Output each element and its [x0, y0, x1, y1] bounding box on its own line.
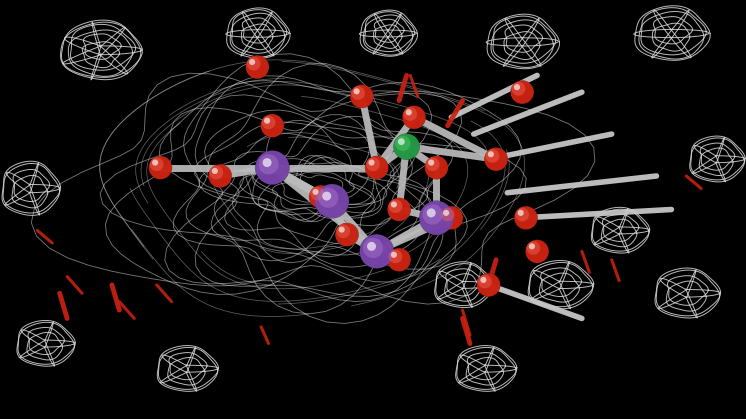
Point — [341, 231, 353, 238]
Point — [371, 164, 383, 171]
Point — [401, 143, 413, 150]
Point — [393, 206, 405, 213]
Point — [214, 173, 226, 179]
Point — [408, 114, 420, 121]
Point — [403, 109, 415, 116]
Point — [430, 164, 442, 171]
Point — [263, 161, 275, 168]
Point — [445, 215, 457, 221]
Point — [393, 256, 405, 263]
Point — [371, 248, 383, 255]
Point — [356, 93, 368, 100]
Point — [526, 243, 538, 250]
Point — [511, 84, 523, 91]
Point — [516, 89, 528, 96]
Point — [248, 60, 260, 67]
Point — [210, 169, 222, 176]
Point — [427, 161, 439, 168]
Point — [483, 282, 495, 288]
Point — [490, 156, 502, 163]
Point — [389, 203, 401, 210]
Point — [366, 243, 377, 250]
Point — [490, 156, 502, 163]
Point — [425, 210, 437, 216]
Point — [393, 206, 405, 213]
Point — [440, 210, 452, 216]
Point — [531, 248, 543, 255]
Point — [513, 85, 524, 92]
Point — [326, 198, 338, 204]
Point — [516, 211, 528, 218]
Point — [389, 253, 401, 260]
Point — [337, 228, 349, 235]
Point — [266, 164, 278, 171]
Point — [371, 164, 383, 171]
Point — [149, 159, 161, 166]
Point — [310, 189, 322, 195]
Point — [263, 119, 275, 126]
Point — [515, 210, 527, 216]
Point — [151, 161, 163, 168]
Point — [485, 151, 497, 158]
Point — [442, 211, 454, 218]
Point — [352, 90, 364, 96]
Point — [315, 194, 327, 200]
Point — [486, 153, 498, 159]
Point — [520, 215, 532, 221]
Point — [367, 161, 379, 168]
Point — [261, 159, 273, 166]
Point — [527, 245, 539, 251]
Point — [404, 111, 416, 117]
Point — [311, 190, 323, 197]
Point — [520, 215, 532, 221]
Point — [326, 198, 338, 204]
Point — [214, 173, 226, 179]
Point — [388, 201, 400, 208]
Point — [251, 64, 263, 70]
Point — [366, 159, 377, 166]
Point — [322, 194, 334, 201]
Point — [483, 282, 495, 288]
Point — [430, 164, 442, 171]
Point — [367, 245, 379, 251]
Point — [479, 278, 491, 285]
Point — [266, 164, 278, 171]
Point — [531, 248, 543, 255]
Point — [315, 194, 327, 200]
Point — [408, 114, 420, 121]
Point — [246, 59, 258, 65]
Point — [154, 164, 166, 171]
Point — [321, 193, 333, 199]
Point — [351, 88, 363, 95]
Point — [395, 138, 407, 145]
Point — [341, 231, 353, 238]
Point — [397, 140, 409, 147]
Point — [371, 248, 383, 255]
Point — [401, 143, 413, 150]
Point — [388, 251, 400, 258]
Point — [266, 122, 278, 129]
Point — [427, 211, 439, 218]
Point — [356, 93, 368, 100]
Point — [261, 117, 273, 124]
Point — [425, 159, 437, 166]
Point — [430, 215, 442, 221]
Point — [516, 89, 528, 96]
Point — [251, 64, 263, 70]
Point — [154, 164, 166, 171]
Point — [477, 277, 489, 283]
Point — [209, 168, 221, 174]
Point — [445, 215, 457, 221]
Point — [336, 226, 348, 233]
Point — [430, 215, 442, 221]
Point — [393, 256, 405, 263]
Point — [266, 122, 278, 129]
